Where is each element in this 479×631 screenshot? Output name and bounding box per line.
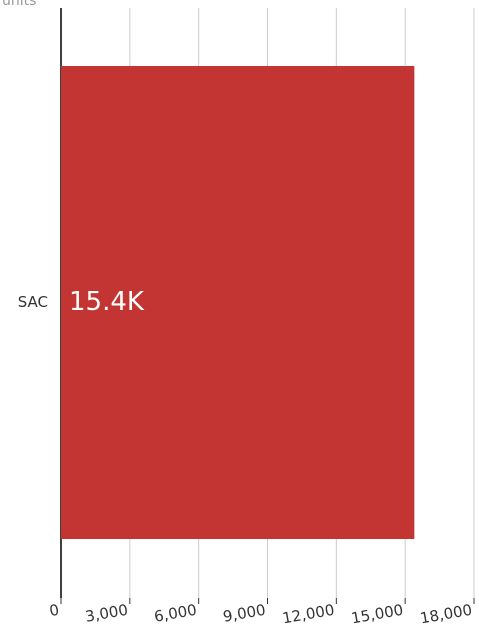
bar (61, 66, 415, 539)
axis-label: units (2, 0, 36, 9)
x-tick-label: 3,000 (84, 601, 129, 626)
x-tick-label: 0 (48, 601, 61, 620)
y-tick-label: SAC (18, 293, 48, 311)
x-tick-label: 18,000 (419, 601, 474, 628)
x-tick-label: 6,000 (153, 601, 198, 626)
x-tick-label: 12,000 (281, 601, 336, 628)
value-label: 15.4K (69, 287, 145, 317)
x-tick-label: 15,000 (350, 601, 405, 628)
x-tick-label: 9,000 (222, 601, 267, 626)
